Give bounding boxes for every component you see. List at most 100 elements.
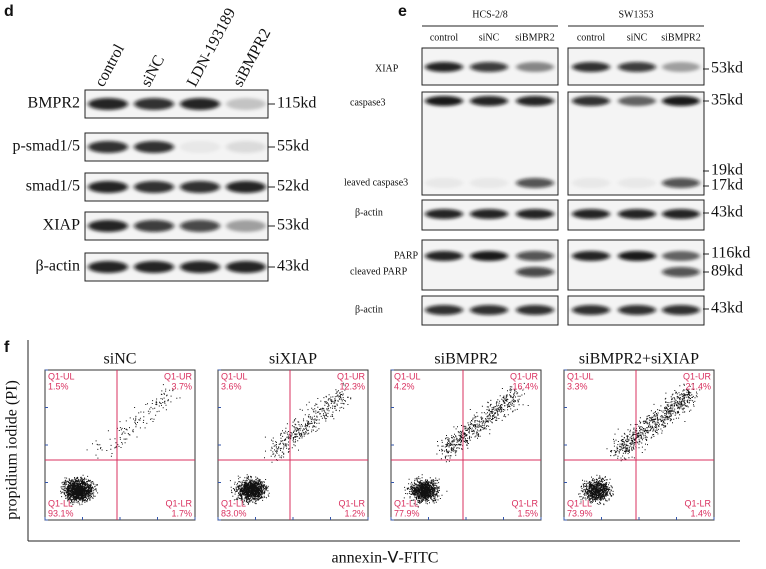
size-label: 115kd — [277, 95, 316, 112]
quadrant-value: 1.7% — [171, 508, 192, 518]
lane-label: siBMPR2 — [661, 32, 700, 43]
event-dots — [578, 383, 701, 506]
band — [662, 96, 700, 106]
quadrant-name: Q1-LR — [338, 498, 365, 508]
quadrant-value: 1.4% — [690, 508, 711, 518]
quadrant-name: Q1-UR — [683, 371, 712, 381]
quadrant-name: Q1-UL — [567, 371, 594, 381]
quadrant-value: 3.6% — [221, 381, 242, 391]
band — [134, 261, 174, 273]
size-label: 53kd — [277, 217, 309, 234]
band — [180, 181, 220, 193]
lane-label: control — [577, 32, 606, 43]
band — [618, 305, 656, 315]
size-label: 43kd — [711, 204, 743, 221]
row-label: β-actin — [35, 258, 80, 275]
blot-frame — [567, 239, 705, 291]
lane-label: control — [92, 41, 129, 89]
lane-label: siBMPR2 — [515, 32, 554, 43]
band — [516, 178, 554, 188]
plot-title: siBMPR2 — [434, 351, 497, 368]
quadrant-value: 1.5% — [517, 508, 538, 518]
band — [425, 305, 463, 315]
band — [662, 267, 700, 277]
quadrant-name: Q1-LR — [511, 498, 538, 508]
row-label: XIAP — [375, 63, 399, 74]
band — [226, 181, 266, 193]
band — [662, 178, 700, 188]
row-label: BMPR2 — [28, 95, 80, 112]
band — [226, 261, 266, 273]
lane-label: LDN-193189 — [184, 5, 239, 89]
y-axis-label: propidium iodide (PI) — [4, 380, 21, 520]
band — [618, 209, 656, 219]
band — [662, 251, 700, 261]
size-label: 35kd — [711, 92, 743, 109]
size-label: 89kd — [711, 263, 743, 280]
band — [470, 305, 508, 315]
band — [618, 96, 656, 106]
band — [470, 96, 508, 106]
quadrant-name: Q1-LL — [394, 498, 419, 508]
band — [134, 181, 174, 193]
quadrant-value: 21.4% — [685, 381, 711, 391]
size-label: 116kd — [711, 245, 750, 262]
band — [516, 96, 554, 106]
lane-label: siNC — [627, 32, 648, 43]
row-label: β-actin — [355, 207, 383, 218]
band — [618, 62, 656, 72]
size-label: 43kd — [711, 300, 743, 317]
band — [662, 62, 700, 72]
x-axis-label: annexin-Ⅴ-FITC — [332, 550, 439, 567]
quadrant-name: Q1-LL — [567, 498, 592, 508]
plot-title: siBMPR2+siXIAP — [579, 351, 699, 368]
quadrant-value: 1.2% — [344, 508, 365, 518]
band — [662, 209, 700, 219]
size-label: 55kd — [277, 138, 309, 155]
quadrant-name: Q1-LR — [684, 498, 711, 508]
quadrant-name: Q1-UR — [337, 371, 366, 381]
lane-label: siNC — [138, 53, 168, 90]
size-label: 19kd — [711, 162, 743, 179]
lane-label: siBMPR2 — [230, 26, 275, 90]
band — [134, 98, 174, 110]
size-label: 43kd — [277, 258, 309, 275]
quadrant-name: Q1-UR — [510, 371, 539, 381]
quadrant-value: 4.2% — [394, 381, 415, 391]
band — [572, 209, 610, 219]
band — [180, 261, 220, 273]
group-label: SW1353 — [619, 9, 654, 20]
event-dots — [60, 384, 181, 507]
quadrant-value: 3.3% — [567, 381, 588, 391]
blot-frame — [421, 91, 559, 196]
band — [572, 96, 610, 106]
size-label: 52kd — [277, 178, 309, 195]
band — [470, 178, 508, 188]
band — [572, 251, 610, 261]
band — [516, 62, 554, 72]
event-dots — [403, 382, 529, 508]
band — [226, 220, 266, 232]
band — [470, 209, 508, 219]
row-label: caspase3 — [350, 97, 386, 108]
band — [516, 209, 554, 219]
size-label: 17kd — [711, 177, 743, 194]
quadrant-value: 83.0% — [221, 508, 247, 518]
panel-label: f — [4, 339, 10, 356]
quadrant-value: 12.3% — [339, 381, 365, 391]
band — [470, 62, 508, 72]
band — [516, 305, 554, 315]
band — [180, 141, 220, 153]
band — [226, 141, 266, 153]
band — [572, 62, 610, 72]
plot-title: siXIAP — [269, 351, 317, 368]
event-dots — [229, 382, 352, 505]
band — [516, 251, 554, 261]
band — [516, 267, 554, 277]
quadrant-name: Q1-LL — [48, 498, 73, 508]
quadrant-value: 3.7% — [171, 381, 192, 391]
group-label: HCS-2/8 — [472, 9, 508, 20]
band — [618, 251, 656, 261]
row-label: PARP — [394, 250, 419, 261]
